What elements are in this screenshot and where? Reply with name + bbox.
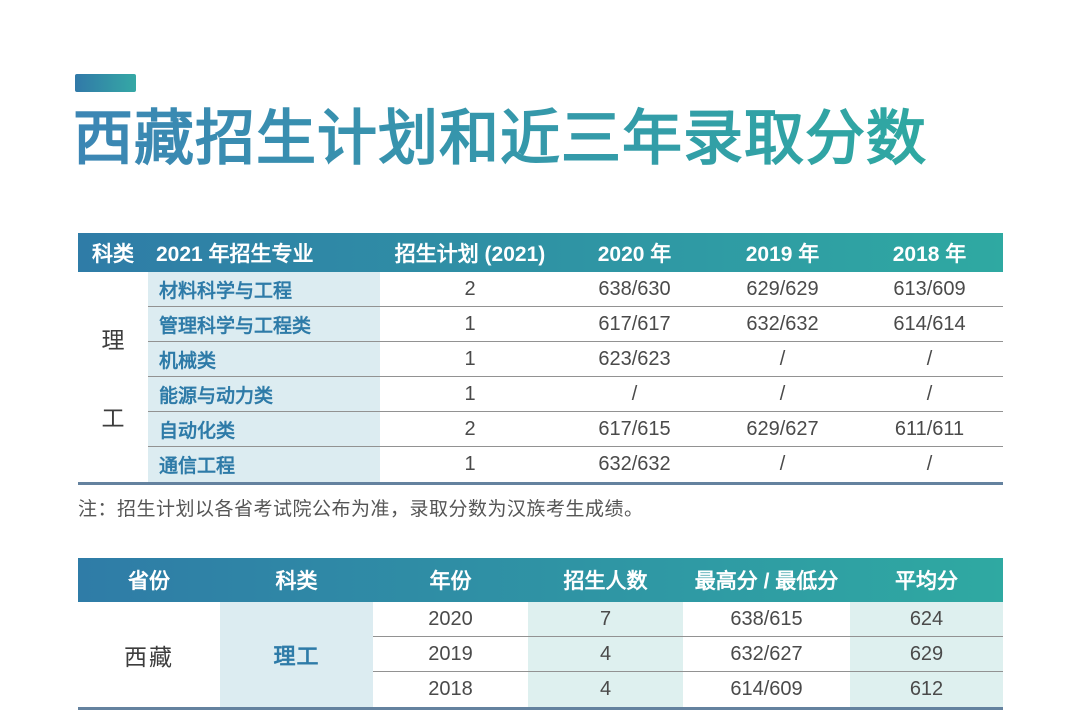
t1-row-2018: / [856,377,1003,412]
t1-header-major: 2021 年招生专业 [156,242,314,266]
t1-row-2020: 623/623 [560,342,709,377]
t1-category-char-1: 理 [101,327,125,353]
t1-row-2019: 632/632 [709,307,856,342]
t2-row-year: 2019 [373,637,528,672]
province-score-table-body: 西藏 理工 2020 7 638/615 624 2019 4 632/627 … [78,602,1003,710]
t1-header-2018: 2018 年 [892,242,967,266]
t1-row-2020: 617/617 [560,307,709,342]
t1-row-major: 材料科学与工程 [148,272,380,307]
t1-row-plan: 2 [380,272,560,307]
t1-row-2019: 629/629 [709,272,856,307]
t1-header-plan: 招生计划 (2021) [394,242,546,266]
t2-row-year: 2018 [428,678,473,700]
t1-row-2018: 613/609 [856,272,1003,307]
t2-row-count: 4 [528,672,683,707]
t2-header-province: 省份 [128,570,170,593]
t1-header-2019: 2019 年 [745,242,820,266]
province-score-table: 省份 科类 年份 招生人数 最高分 / 最低分 平均分 西藏 理工 2020 7… [78,558,1003,710]
t1-row-2018: 611/611 [856,412,1003,447]
t1-row-2018: 614/614 [856,307,1003,342]
footnote: 注：招生计划以各省考试院公布为准，录取分数为汉族考生成绩。 [78,499,644,520]
t1-row-plan: 1 [464,453,476,475]
t1-row-2020: 638/630 [560,272,709,307]
t1-row-plan: 2 [380,412,560,447]
t2-row-year: 2020 [373,602,528,637]
t2-row-maxmin: 632/627 [683,637,850,672]
t1-row-plan: 1 [380,377,560,412]
t2-header-maxmin: 最高分 / 最低分 [694,570,839,593]
t1-row-2020: 617/615 [560,412,709,447]
t1-row-2018: / [856,342,1003,377]
t1-row-2020: 632/632 [598,453,671,475]
t2-row-avg: 624 [850,602,1003,637]
admission-plan-table-header: 科类 2021 年招生专业 招生计划 (2021) 2020 年 2019 年 … [78,233,1003,272]
t2-header-year: 年份 [429,570,472,593]
t1-row-major: 能源与动力类 [148,377,380,412]
t1-row-2019: / [779,453,786,475]
t1-row-2018: / [926,453,933,475]
t1-category-char-2: 工 [101,405,125,431]
t1-header-2020: 2020 年 [597,242,672,266]
admission-plan-table-body: 理 工 材料科学与工程 2 638/630 629/629 613/609 管理… [78,272,1003,485]
t2-row-count: 4 [528,637,683,672]
t1-row-major: 管理科学与工程类 [148,307,380,342]
t2-header-count: 招生人数 [563,570,648,593]
province-score-table-header: 省份 科类 年份 招生人数 最高分 / 最低分 平均分 [78,558,1003,602]
t1-row-major: 机械类 [148,342,380,377]
t2-row-avg: 612 [850,672,1003,707]
t2-header-avg: 平均分 [895,570,958,593]
t2-category-cell: 理工 [220,602,373,707]
t1-row-2020: / [560,377,709,412]
t1-row-plan: 1 [380,307,560,342]
t1-row-2019: 629/627 [709,412,856,447]
t2-row-maxmin: 614/609 [730,678,803,700]
t1-category-cell: 理 工 [78,272,148,482]
t2-header-category: 科类 [275,570,318,593]
t2-row-count: 7 [528,602,683,637]
t1-row-2019: / [709,377,856,412]
t2-row-maxmin: 638/615 [683,602,850,637]
t1-row-major: 自动化类 [148,412,380,447]
page-title: 西藏招生计划和近三年录取分数 [73,100,927,178]
t1-row-major: 通信工程 [148,447,380,482]
t1-row-2019: / [709,342,856,377]
admission-plan-table: 科类 2021 年招生专业 招生计划 (2021) 2020 年 2019 年 … [78,233,1003,485]
title-accent-badge [75,74,136,92]
t2-province-cell: 西藏 [124,643,174,670]
t1-header-category: 科类 [92,242,134,266]
t1-row-plan: 1 [380,342,560,377]
t2-row-avg: 629 [850,637,1003,672]
